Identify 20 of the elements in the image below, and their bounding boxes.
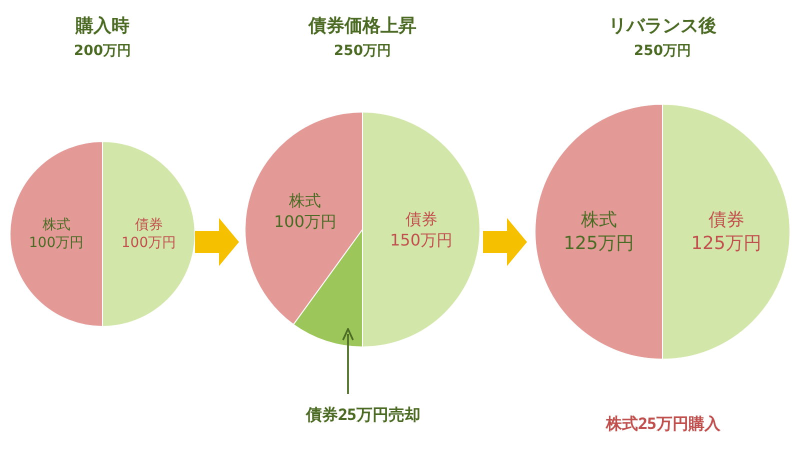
slice-label: 債券 xyxy=(708,210,744,231)
chart-subtitle: 200万円 xyxy=(74,42,132,59)
chart-title: 購入時 xyxy=(74,16,130,36)
data-label: 100万円 xyxy=(121,235,176,252)
data-label: 125万円 xyxy=(564,232,634,254)
slice-label: 債券 xyxy=(405,210,438,229)
slice-label: 株式 xyxy=(41,216,70,233)
data-label: 100万円 xyxy=(274,212,336,231)
data-label: 100万円 xyxy=(28,235,84,252)
text: 150万円 xyxy=(390,230,453,250)
chart-subtitle: 250万円 xyxy=(334,42,392,59)
chart-title: リバランス後 xyxy=(608,16,716,36)
slice-label: 株式 xyxy=(580,210,617,231)
data-label: 125万円 xyxy=(691,232,762,254)
chart-subtitle: 250万円 xyxy=(634,42,692,59)
text: 株式25万円購入 xyxy=(605,412,722,434)
slice-label: 株式 xyxy=(288,190,322,210)
chart-title: 債券価格上昇 xyxy=(308,16,416,36)
slice-label: 債券 xyxy=(134,216,163,233)
text: 債券25万円売却 xyxy=(305,403,420,425)
